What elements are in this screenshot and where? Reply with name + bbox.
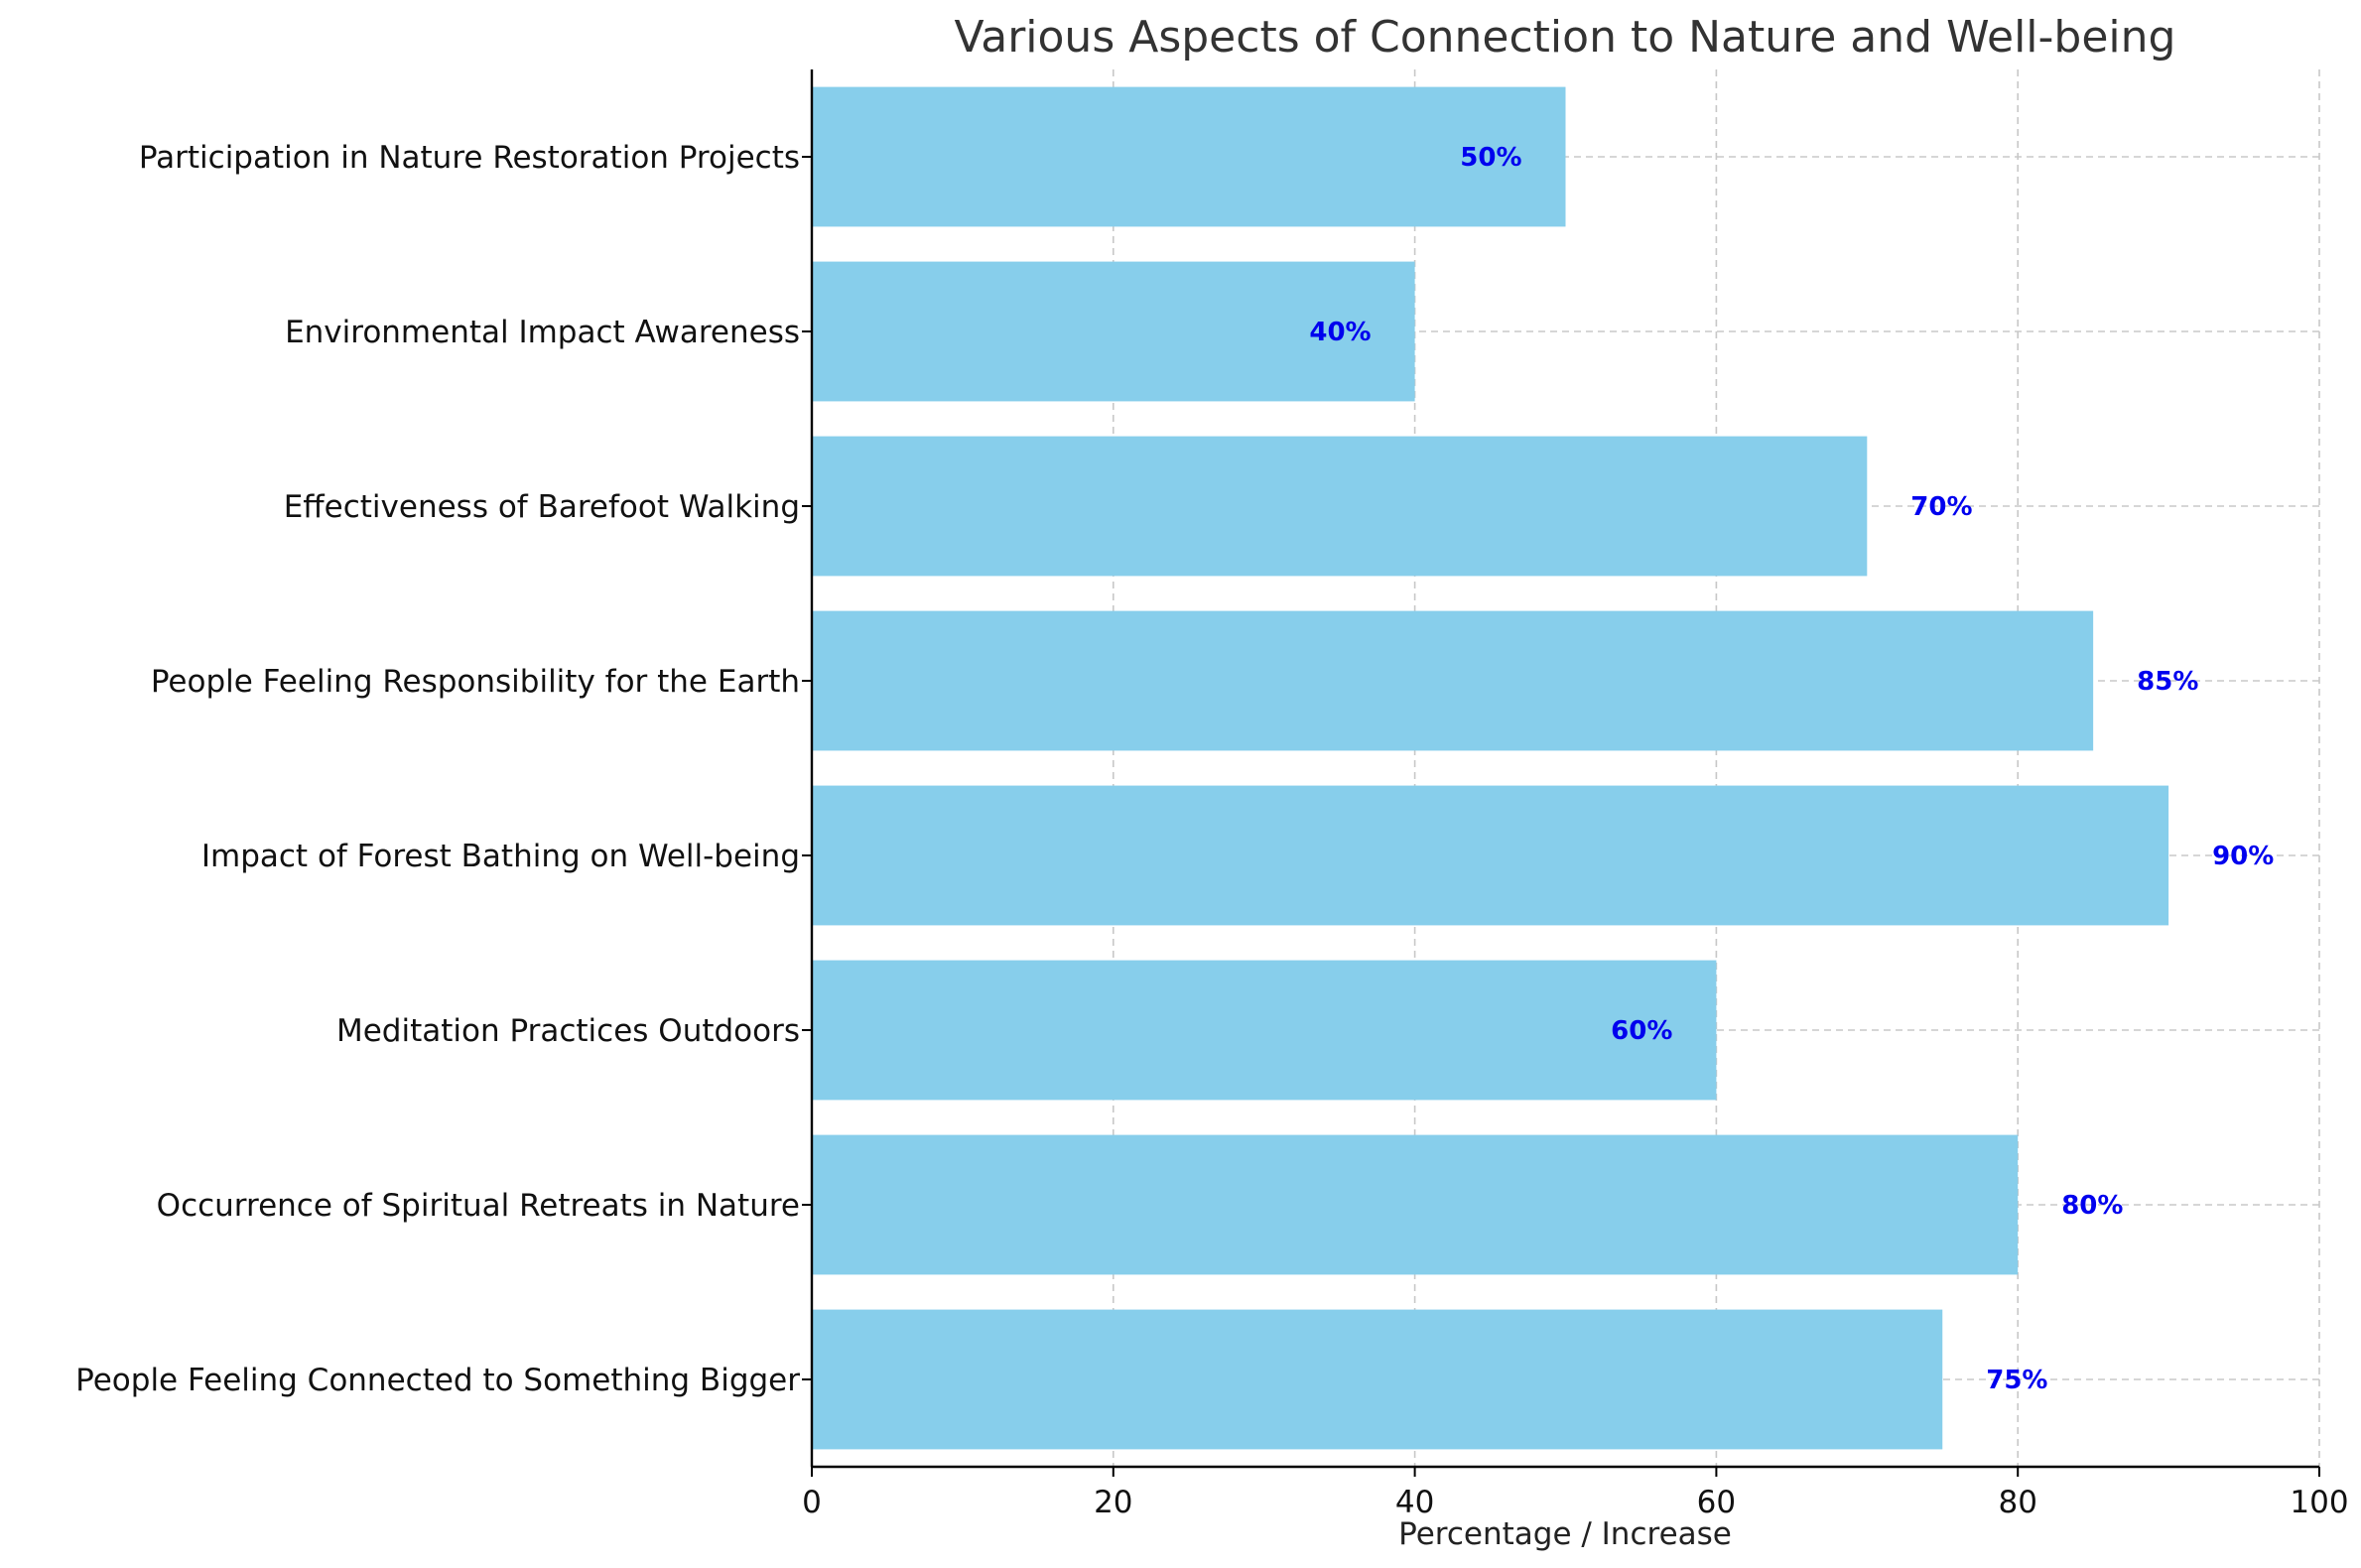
- bar: [812, 610, 2094, 751]
- value-label: 40%: [1309, 318, 1371, 347]
- category-label: People Feeling Responsibility for the Ea…: [151, 664, 800, 700]
- value-label: 85%: [2137, 667, 2198, 697]
- category-label: Participation in Nature Restoration Proj…: [139, 140, 800, 176]
- bar: [812, 785, 2169, 926]
- value-label: 80%: [2061, 1191, 2123, 1221]
- value-label: 60%: [1611, 1016, 1672, 1046]
- x-tick-label: 80: [1998, 1485, 2036, 1520]
- bars: [812, 86, 2169, 1450]
- x-tick-label: 0: [802, 1485, 822, 1520]
- category-label: People Feeling Connected to Something Bi…: [75, 1363, 800, 1398]
- bar: [812, 1134, 2019, 1275]
- x-tick-label: 40: [1395, 1485, 1434, 1520]
- category-label: Meditation Practices Outdoors: [336, 1013, 800, 1049]
- axes: [802, 69, 2320, 1477]
- category-label: Impact of Forest Bathing on Well-being: [201, 839, 800, 874]
- bar: [812, 1309, 1943, 1450]
- labels: 0 20 40 60 80 100 People Feeling Connected to …: [75, 140, 2348, 1520]
- x-axis-title: Percentage / Increase: [1398, 1516, 1732, 1552]
- value-label: 50%: [1460, 143, 1521, 173]
- bar: [812, 960, 1717, 1101]
- category-label: Environmental Impact Awareness: [285, 315, 800, 350]
- category-label: Effectiveness of Barefoot Walking: [284, 489, 800, 525]
- x-tick-label: 60: [1697, 1485, 1736, 1520]
- bar: [812, 261, 1415, 402]
- x-tick-label: 20: [1094, 1485, 1132, 1520]
- bar: [812, 436, 1868, 577]
- x-tick-label: 100: [2290, 1485, 2348, 1520]
- category-label: Occurrence of Spiritual Retreats in Natu…: [157, 1188, 800, 1224]
- value-label: 70%: [1910, 492, 1972, 522]
- bar: [812, 86, 1566, 227]
- value-label: 75%: [1986, 1366, 2047, 1395]
- chart-title: Various Aspects of Connection to Nature …: [955, 12, 2176, 63]
- value-label: 90%: [2212, 842, 2274, 871]
